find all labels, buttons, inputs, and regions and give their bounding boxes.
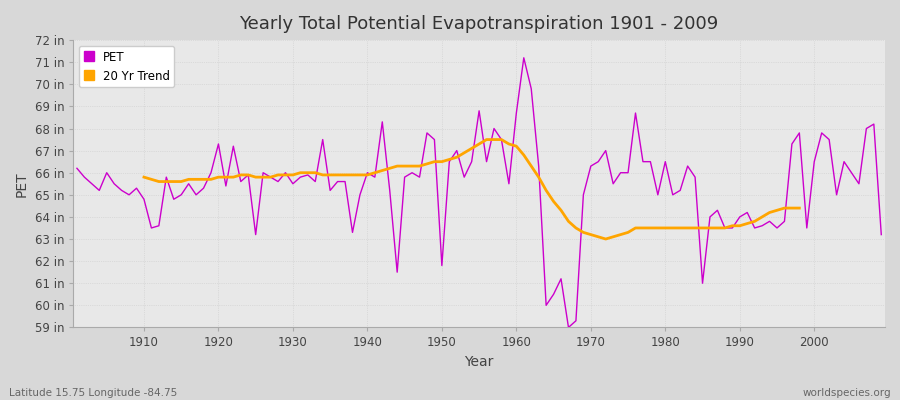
20 Yr Trend [273,172,284,177]
PET [71,166,82,171]
Y-axis label: PET: PET [15,171,29,196]
PET [339,179,350,184]
PET [876,232,886,237]
20 Yr Trend [482,137,492,142]
X-axis label: Year: Year [464,355,494,369]
20 Yr Trend [220,175,231,180]
PET [616,170,626,175]
PET [511,111,522,116]
PET [503,181,514,186]
20 Yr Trend [205,177,216,182]
PET [563,325,574,330]
PET [518,55,529,60]
Text: worldspecies.org: worldspecies.org [803,388,891,398]
PET [131,186,142,190]
20 Yr Trend [473,142,484,146]
PET [295,175,306,180]
20 Yr Trend [600,237,611,242]
20 Yr Trend [392,164,402,168]
Title: Yearly Total Potential Evapotranspiration 1901 - 2009: Yearly Total Potential Evapotranspiratio… [239,15,719,33]
Text: Latitude 15.75 Longitude -84.75: Latitude 15.75 Longitude -84.75 [9,388,177,398]
Legend: PET, 20 Yr Trend: PET, 20 Yr Trend [79,46,175,87]
Line: PET: PET [76,58,881,328]
20 Yr Trend [734,223,745,228]
20 Yr Trend [794,206,805,210]
20 Yr Trend [139,175,149,180]
Line: 20 Yr Trend: 20 Yr Trend [144,140,799,239]
